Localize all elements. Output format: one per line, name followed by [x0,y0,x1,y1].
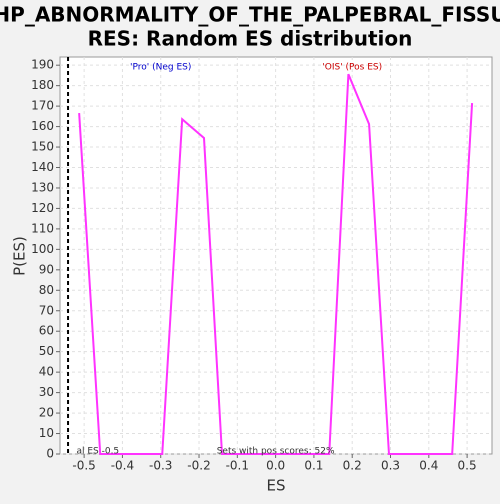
y-tick-label: 130 [31,180,54,194]
annotation: 'OIS' (Pos ES) [322,63,382,73]
x-tick-label: 0.3 [381,459,400,473]
y-tick-label: 100 [31,242,54,256]
y-tick-label: 10 [39,426,54,440]
annotation: al ES -0.5 [76,446,119,456]
y-axis-label: P(ES) [11,236,29,276]
x-tick-label: 0.4 [419,459,438,473]
chart-title: RES: Random ES distribution [88,27,413,51]
y-tick-label: 90 [39,262,54,276]
y-tick-label: 190 [31,58,54,72]
x-tick-label: 0.5 [458,459,477,473]
y-tick-label: 80 [39,283,54,297]
y-tick-label: 70 [39,303,54,317]
y-tick-label: 50 [39,344,54,358]
x-axis-label: ES [267,477,286,495]
y-tick-label: 60 [39,324,54,338]
data-line [78,73,474,455]
x-tick-label: -0.2 [187,459,210,473]
y-tick-label: 30 [39,385,54,399]
y-tick-label: 40 [39,365,54,379]
x-tick-label: 0.1 [304,459,323,473]
y-tick-label: 110 [31,221,54,235]
y-tick-label: 0 [46,447,54,461]
y-tick-label: 20 [39,406,54,420]
x-tick-label: 0.0 [266,459,285,473]
x-tick-label: -0.5 [72,459,95,473]
x-tick-label: -0.3 [149,459,172,473]
x-tick-label: 0.2 [343,459,362,473]
y-tick-label: 170 [31,99,54,113]
y-tick-label: 160 [31,119,54,133]
x-tick-label: -0.4 [111,459,134,473]
y-tick-label: 120 [31,201,54,215]
y-tick-label: 180 [31,78,54,92]
y-tick-label: 140 [31,160,54,174]
annotation: 'Pro' (Neg ES) [130,63,191,73]
y-tick-label: 150 [31,140,54,154]
chart-title: HP_ABNORMALITY_OF_THE_PALPEBRAL_FISSU [0,3,500,27]
x-tick-label: -0.1 [226,459,249,473]
annotation: Sets with pos scores: 52% [217,446,335,456]
